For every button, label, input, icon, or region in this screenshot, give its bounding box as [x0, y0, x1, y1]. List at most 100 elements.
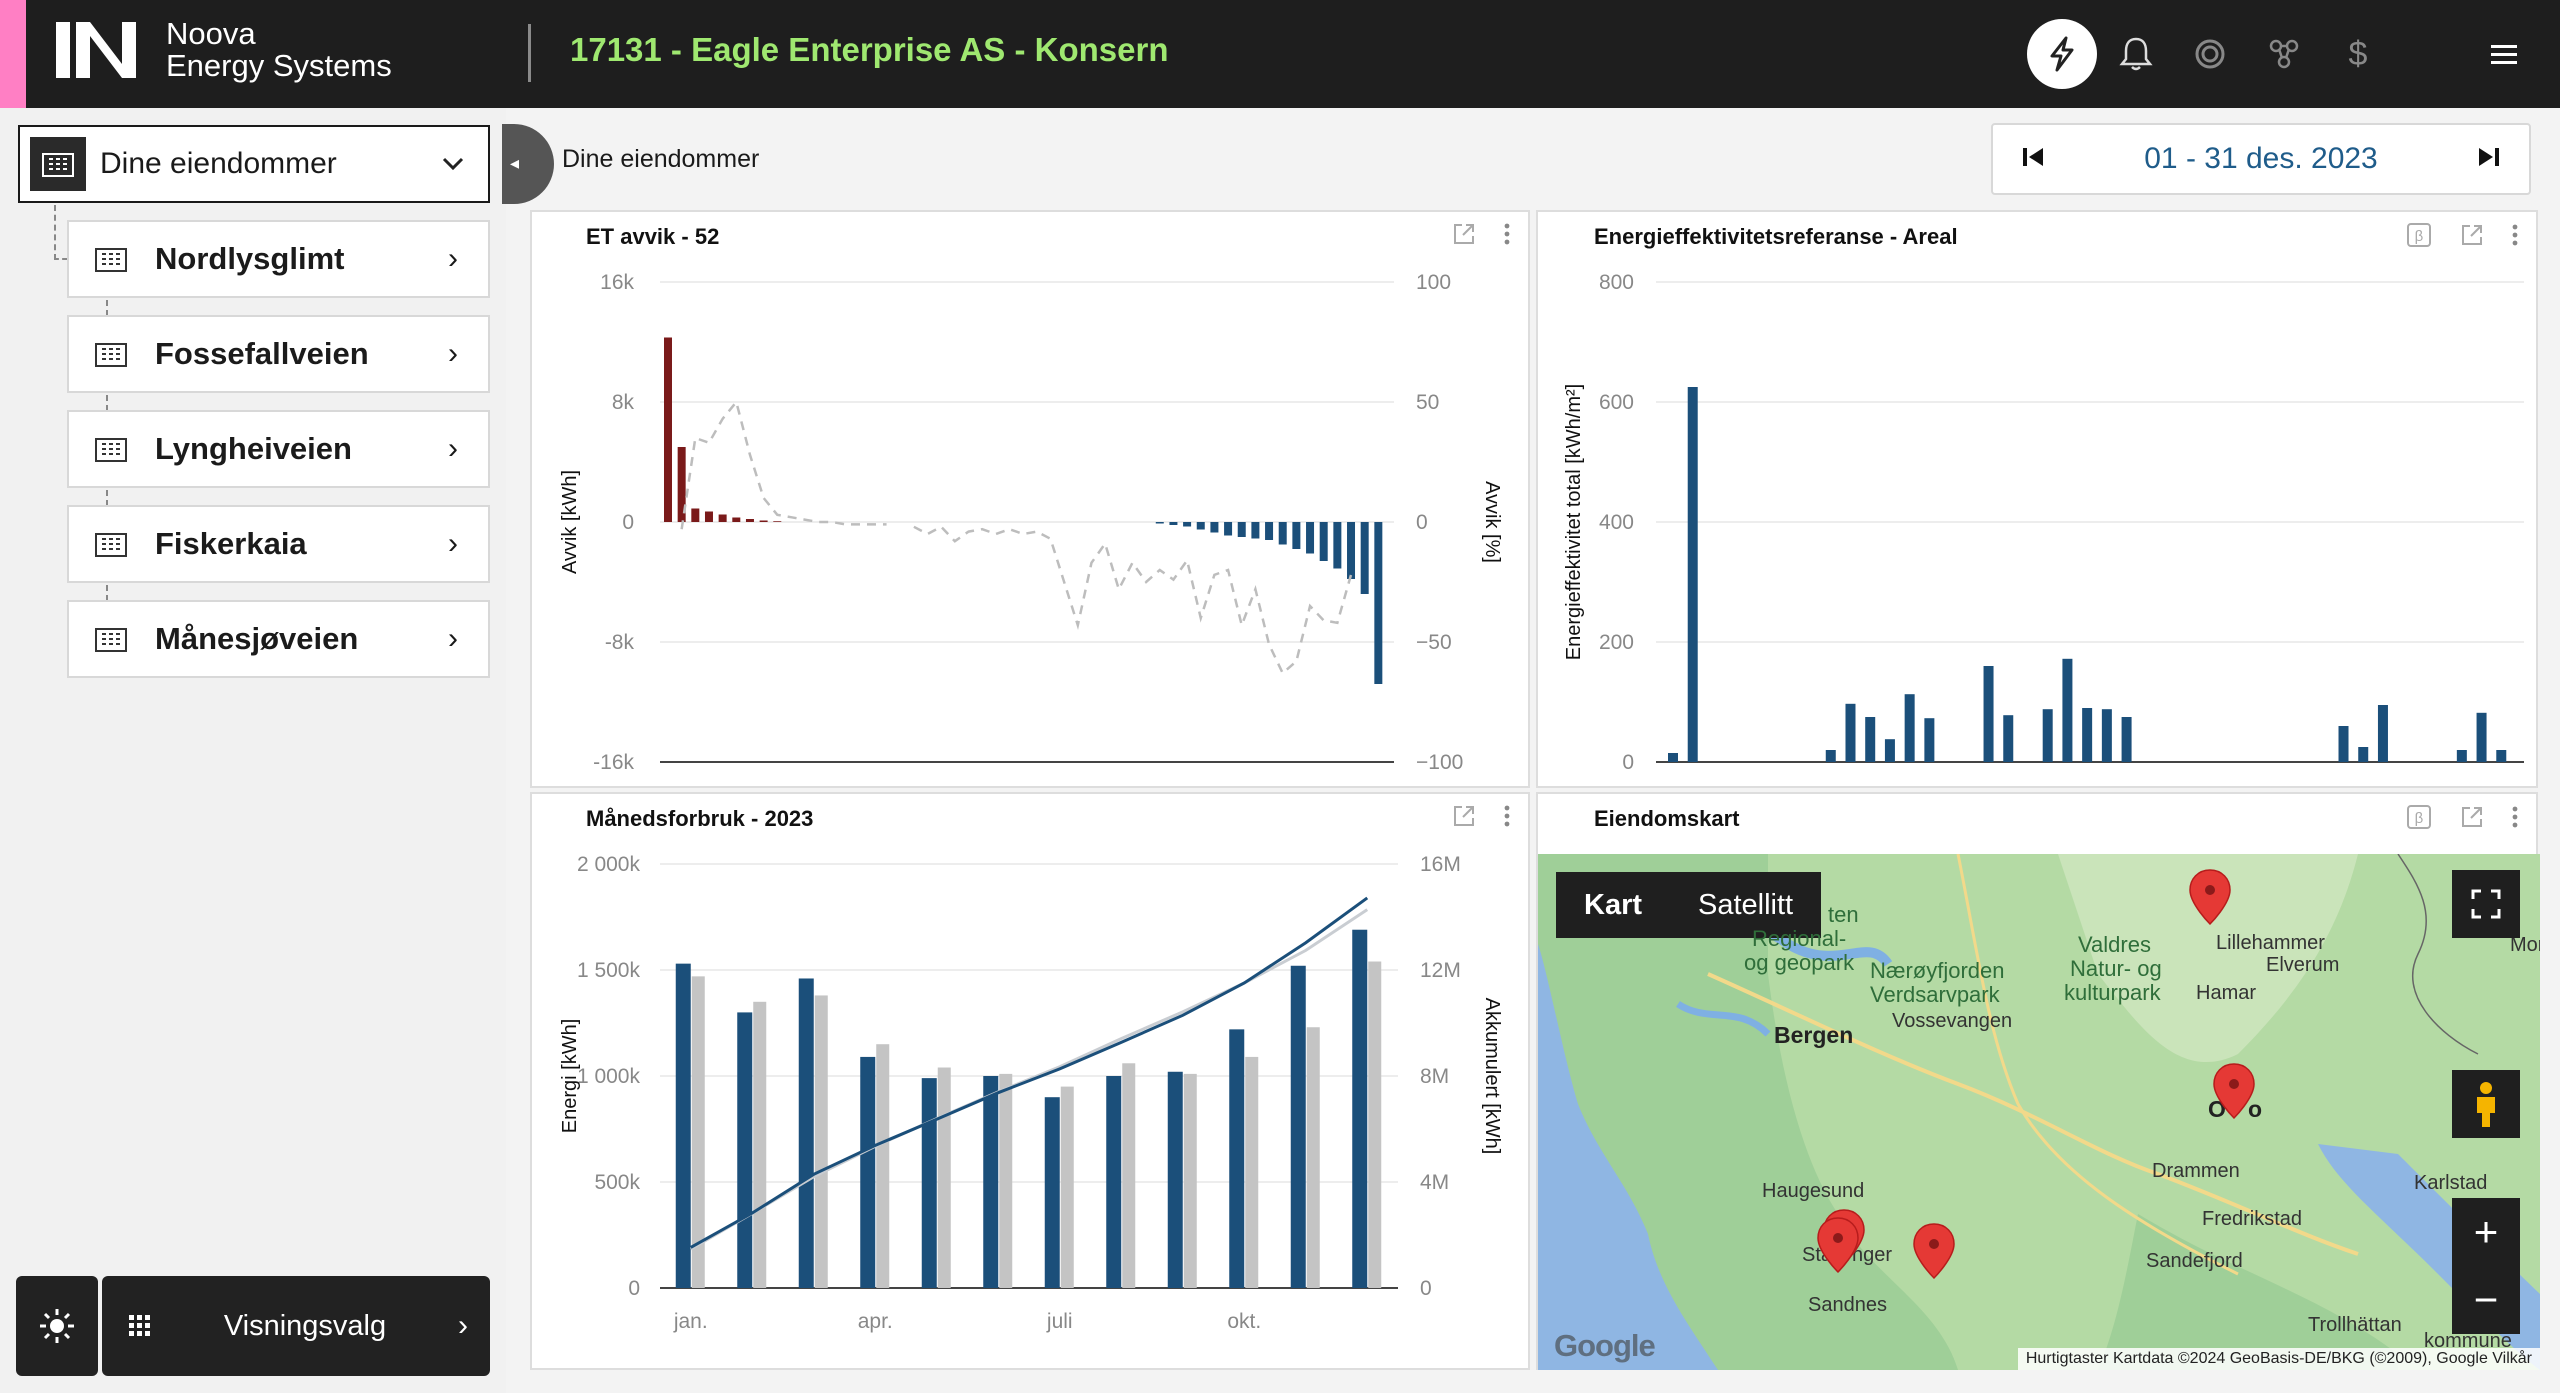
skip-back-icon: [2023, 147, 2043, 166]
theme-toggle-button[interactable]: [16, 1276, 98, 1376]
deviation-bar: [1169, 522, 1178, 525]
map-label: o: [2248, 1096, 2263, 1122]
map-pin-icon[interactable]: [1817, 1217, 1859, 1274]
view-options-button[interactable]: Visningsvalg ›: [102, 1276, 490, 1376]
sidebar-property-item[interactable]: Månesjøveien ›: [67, 600, 490, 678]
beta-icon[interactable]: β: [2406, 222, 2432, 253]
map-label: Elverum: [2266, 954, 2340, 976]
previous-period-button[interactable]: [2021, 146, 2045, 173]
breadcrumb[interactable]: Dine eiendommer: [562, 145, 760, 173]
bell-icon[interactable]: [2108, 26, 2164, 82]
property-selector[interactable]: Dine eiendommer: [18, 125, 490, 203]
map-label: Sandnes: [1808, 1294, 1887, 1316]
deviation-bar: [732, 517, 741, 522]
zoom-in-button[interactable]: +: [2452, 1198, 2520, 1266]
open-external-icon[interactable]: [2460, 223, 2484, 252]
reference-bar: [1183, 1073, 1197, 1288]
reference-bar: [814, 995, 828, 1288]
panel-tools: [1452, 804, 1510, 833]
map-pin-icon[interactable]: [2189, 869, 2231, 926]
y-tick-label: -8k: [605, 631, 635, 654]
lightning-icon[interactable]: [2027, 19, 2097, 89]
map-pin-icon[interactable]: [2213, 1063, 2255, 1120]
deviation-bar: [1183, 522, 1192, 527]
map-label: kommune: [2424, 1330, 2512, 1352]
y-tick-label: -16k: [593, 751, 634, 774]
y-tick-label: 16k: [600, 271, 634, 294]
efficiency-bar: [2042, 709, 2053, 762]
more-vertical-icon[interactable]: [1504, 223, 1510, 250]
reference-bar: [999, 1073, 1013, 1288]
consumption-bar: [983, 1076, 999, 1288]
date-range[interactable]: 01 - 31 des. 2023: [2144, 142, 2378, 175]
reference-bar: [1122, 1063, 1136, 1288]
efficiency-bar: [2003, 715, 2014, 762]
open-external-icon[interactable]: [1452, 804, 1476, 833]
map-label: og geopark: [1744, 950, 1855, 975]
map-type-toggle: Kart Satellitt: [1556, 872, 1822, 938]
map-type-map[interactable]: Kart: [1584, 888, 1643, 921]
deviation-bar: [1374, 522, 1383, 684]
efficiency-chart: 800 600 400 200 0 Energieffektivitet total [k…: [1563, 271, 2524, 774]
y-tick-label: 400: [1599, 511, 1634, 534]
y2-tick-label: 8M: [1420, 1065, 1449, 1088]
deviation-bar: [691, 508, 700, 522]
map-attribution[interactable]: Hurtigtaster Kartdata ©2024 GeoBasis-DE/…: [2017, 1348, 2540, 1370]
y-tick-label: 800: [1599, 271, 1634, 294]
efficiency-bar: [1687, 387, 1698, 762]
reference-bar: [753, 1001, 767, 1288]
ring-icon[interactable]: [2182, 26, 2238, 82]
pegman-icon: [2477, 1082, 2495, 1127]
sidebar-property-item[interactable]: Lyngheiveien ›: [67, 410, 490, 488]
noova-logo-icon[interactable]: [56, 22, 142, 83]
map-pin-icon[interactable]: [1913, 1223, 1955, 1280]
sidebar-property-item[interactable]: Nordlysglimt ›: [67, 220, 490, 298]
sidebar-property-item[interactable]: Fiskerkaia ›: [67, 505, 490, 583]
x-tick-label: jan.: [673, 1310, 708, 1333]
consumption-bar: [737, 1012, 753, 1288]
tree-connector: [106, 585, 108, 601]
x-tick-label: apr.: [858, 1310, 893, 1333]
monthly-consumption-panel: 2 000k 1 500k 1 000k 500k 0 16M 12M 8M 4M 0 Energi…: [530, 792, 1530, 1370]
property-name: Månesjøveien: [155, 621, 359, 656]
svg-text:β: β: [2415, 810, 2424, 827]
deviation-bar: [1251, 522, 1260, 539]
property-name: Fiskerkaia: [155, 526, 307, 561]
dollar-icon[interactable]: $: [2330, 26, 2386, 82]
efficiency-bar: [2101, 709, 2112, 762]
consumption-bar: [1290, 965, 1306, 1288]
next-period-button[interactable]: [2477, 146, 2501, 173]
tree-connector: [54, 205, 56, 260]
y-axis-title: Energieffektivitet total [kWh/m²]: [1563, 384, 1585, 660]
reference-bar: [691, 976, 705, 1288]
y2-tick-label: 12M: [1420, 959, 1461, 982]
sidebar-property-item[interactable]: Fossefallveien ›: [67, 315, 490, 393]
reference-bar: [1306, 1027, 1320, 1288]
tree-connector: [106, 395, 108, 411]
beta-icon[interactable]: β: [2406, 804, 2432, 835]
sidebar-collapse-button[interactable]: ◂: [502, 124, 554, 204]
organization-title[interactable]: 17131 - Eagle Enterprise AS - Konsern: [570, 31, 1169, 68]
map-label: Nærøyfjorden: [1870, 958, 2005, 983]
zoom-out-button[interactable]: −: [2452, 1266, 2520, 1334]
map-canvas[interactable]: Kart Satellitt ten Regional- og geopark …: [1538, 854, 2540, 1370]
fullscreen-button[interactable]: [2452, 870, 2520, 938]
network-icon[interactable]: [2256, 26, 2312, 82]
consumption-bar: [798, 978, 814, 1288]
deviation-bar: [1265, 522, 1274, 540]
deviation-percent-line: [680, 399, 887, 530]
y2-tick-label: −100: [1416, 751, 1463, 774]
svg-text:$: $: [2349, 35, 2368, 73]
more-vertical-icon[interactable]: [2512, 806, 2518, 833]
open-external-icon[interactable]: [2460, 805, 2484, 834]
more-vertical-icon[interactable]: [2512, 224, 2518, 251]
street-view-button[interactable]: [2452, 1070, 2520, 1138]
menu-icon[interactable]: [2478, 26, 2534, 82]
y2-tick-label: 0: [1416, 511, 1428, 534]
efficiency-bar: [2358, 747, 2369, 762]
open-external-icon[interactable]: [1452, 222, 1476, 251]
more-vertical-icon[interactable]: [1504, 805, 1510, 832]
map-type-satellite[interactable]: Satellitt: [1698, 888, 1794, 921]
date-navigator: 01 - 31 des. 2023: [1991, 123, 2531, 195]
deviation-bar: [704, 511, 713, 522]
